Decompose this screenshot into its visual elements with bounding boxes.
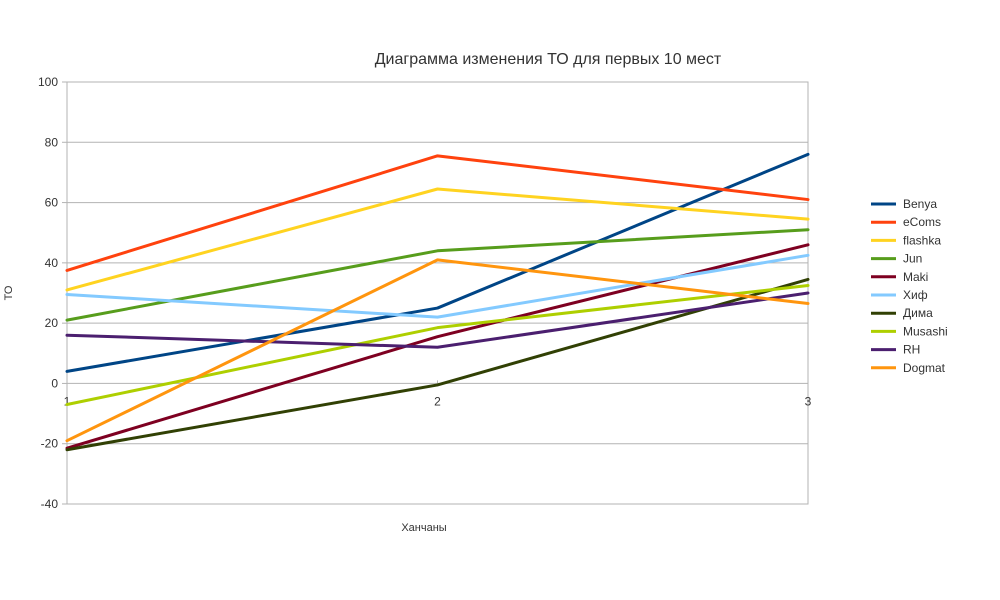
series-line-Benya <box>65 152 810 373</box>
y-tick-label: -40 <box>41 497 59 511</box>
series-line-Dogmat <box>65 258 810 443</box>
legend-entry-label: Musashi <box>903 324 948 338</box>
y-axis-label: ТО <box>3 285 15 300</box>
series-line-Jun <box>65 228 810 322</box>
legend-entry-label: Benya <box>903 197 937 211</box>
y-tick-label: 0 <box>51 376 58 390</box>
x-tick-label: 2 <box>434 394 441 408</box>
legend-entry-label: Maki <box>903 270 928 284</box>
legend-entry-label: Dogmat <box>903 361 946 375</box>
x-axis-label: Ханчаны <box>401 522 446 534</box>
legend-entry-label: eComs <box>903 215 941 229</box>
y-tick-label: 60 <box>45 196 59 210</box>
y-tick-label: 100 <box>38 75 58 89</box>
series-line-flashka <box>65 187 810 292</box>
legend-entry-label: Дима <box>903 306 933 320</box>
series-line-Дима <box>65 277 810 452</box>
legend: Benya eComs flashka Jun Maki Хиф Дима Musashi RH… <box>871 197 948 375</box>
grid <box>67 81 808 505</box>
legend-entry-label: Хиф <box>903 288 928 302</box>
plot-area-border <box>66 81 809 505</box>
series-line-Хиф <box>65 253 810 319</box>
y-tick-label: 20 <box>45 316 59 330</box>
series-lines <box>65 152 810 452</box>
x-tick-label: 1 <box>64 394 71 408</box>
y-axis-ticks: -40 -20 0 20 40 60 80 100 <box>38 75 67 511</box>
y-tick-label: -20 <box>41 437 59 451</box>
series-line-RH <box>65 291 810 349</box>
legend-entry-label: RH <box>903 343 920 357</box>
chart-title: Диаграмма изменения ТО для первых 10 мес… <box>375 51 722 68</box>
series-line-eComs <box>65 154 810 272</box>
legend-entry-label: Jun <box>903 252 922 266</box>
y-tick-label: 40 <box>45 256 59 270</box>
legend-entry-label: flashka <box>903 233 941 247</box>
y-tick-label: 80 <box>45 135 59 149</box>
x-tick-label: 3 <box>805 394 812 408</box>
